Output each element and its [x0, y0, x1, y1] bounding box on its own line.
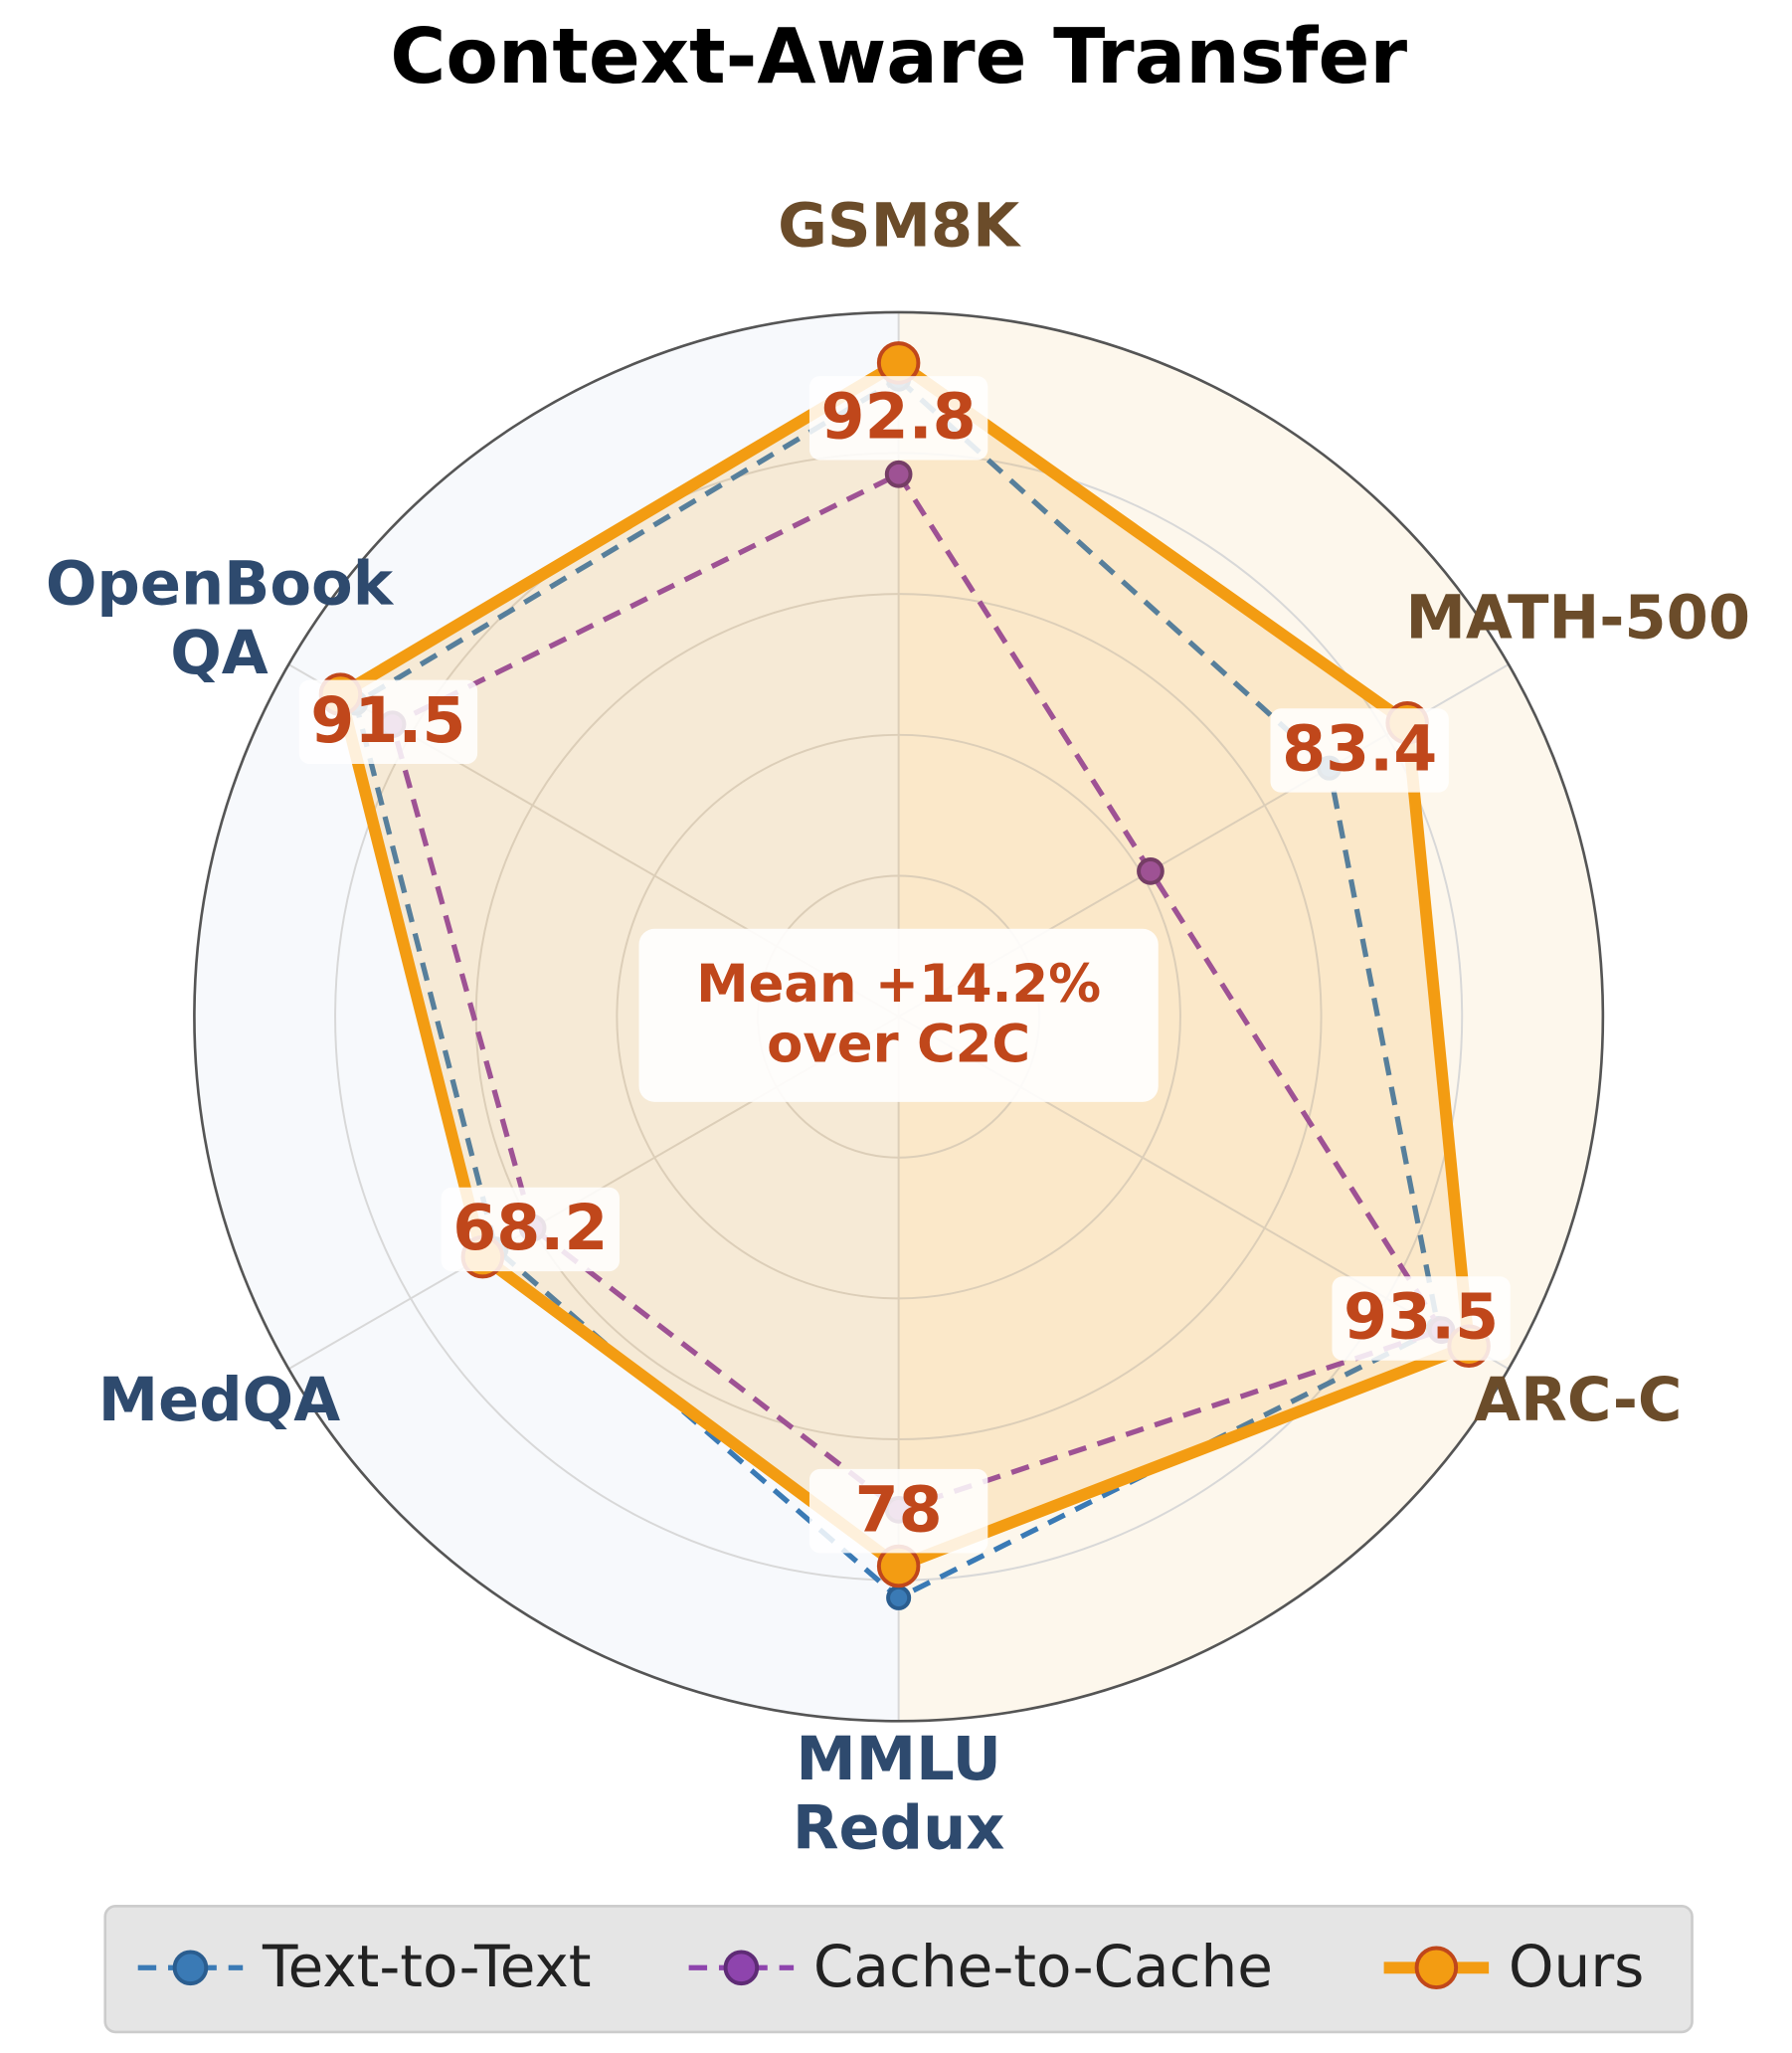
- category-label: MATH-500: [1406, 584, 1751, 653]
- value-label: 68.2: [452, 1191, 608, 1264]
- legend: Text-to-Text Cache-to-Cache Ours: [103, 1904, 1694, 2034]
- value-label-box: [298, 679, 478, 764]
- annotation-box: [638, 928, 1159, 1102]
- category-label: OpenBook QA: [46, 549, 395, 688]
- category-label: MedQA: [98, 1366, 340, 1435]
- value-label-box: [1332, 1276, 1511, 1361]
- category-label: GSM8K: [778, 191, 1021, 261]
- legend-box: [103, 1904, 1694, 2034]
- value-label: 91.5: [310, 683, 465, 757]
- category-label: MMLU Redux: [793, 1725, 1005, 1864]
- data-point: [884, 460, 913, 488]
- data-point: [1137, 857, 1165, 885]
- legend-label: Text-to-Text: [262, 1933, 592, 2000]
- value-label-box: [1270, 708, 1449, 793]
- background-left: [194, 311, 899, 1722]
- chart-title: Context-Aware Transfer: [390, 13, 1407, 101]
- legend-label: Ours: [1509, 1933, 1645, 2000]
- legend-marker: [723, 1950, 760, 1986]
- legend-marker: [1414, 1946, 1459, 1990]
- background-right: [898, 311, 1603, 1722]
- value-label-box: [441, 1187, 620, 1272]
- legend-label: Cache-to-Cache: [813, 1933, 1273, 2000]
- value-label: 93.5: [1344, 1280, 1499, 1354]
- value-label: 78: [855, 1472, 943, 1546]
- value-label: 92.8: [821, 379, 977, 453]
- data-point: [886, 1585, 912, 1610]
- outer-ring: [193, 310, 1605, 1723]
- annotation: Mean +14.2% over C2C: [696, 953, 1101, 1074]
- value-label-box: [808, 1468, 988, 1554]
- value-label-box: [808, 376, 988, 461]
- legend-marker: [172, 1950, 209, 1986]
- category-label: ARC-C: [1474, 1366, 1682, 1435]
- value-label: 83.4: [1282, 712, 1437, 786]
